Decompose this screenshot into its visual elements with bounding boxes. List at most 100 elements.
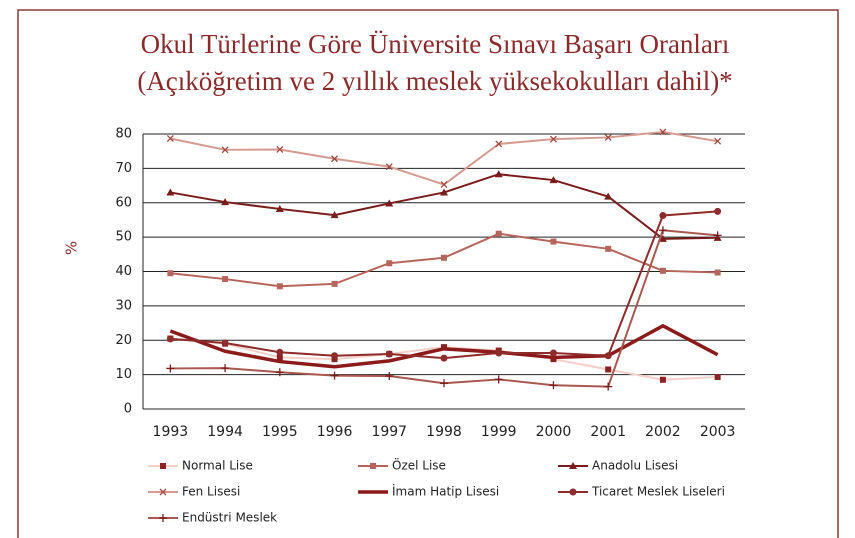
y-tick-label: 60 (115, 195, 132, 210)
marker (441, 254, 447, 261)
marker (605, 245, 612, 252)
frame (17, 9, 839, 538)
marker (331, 352, 339, 360)
marker (659, 128, 667, 136)
marker (658, 226, 667, 235)
marker (605, 366, 612, 373)
x-tick-label: 1999 (481, 424, 517, 440)
x-tick-label: 1998 (426, 424, 462, 440)
y-tick-label: 20 (115, 333, 132, 348)
marker (221, 339, 229, 347)
marker (160, 463, 166, 469)
legend-label: Normal Lise (182, 459, 253, 473)
marker (276, 354, 283, 361)
marker (569, 462, 577, 469)
marker (221, 364, 230, 373)
marker (549, 381, 558, 390)
marker (330, 211, 339, 219)
marker (440, 188, 448, 196)
marker (331, 155, 339, 163)
marker (494, 170, 503, 178)
marker (221, 146, 229, 154)
legend-label: Endüstri Meslek (182, 511, 277, 525)
x-tick-label: 2002 (645, 424, 681, 440)
x-tick-label: 1995 (262, 424, 298, 440)
marker (714, 207, 722, 215)
marker (385, 372, 394, 380)
marker (159, 488, 167, 496)
marker (440, 379, 448, 388)
marker (659, 376, 666, 383)
marker (330, 371, 339, 380)
marker (385, 350, 393, 358)
marker (549, 349, 557, 357)
series-line (170, 229, 718, 388)
y-tick-label: 80 (115, 127, 132, 142)
marker (604, 382, 613, 391)
marker (440, 354, 448, 362)
marker (159, 514, 167, 522)
marker (385, 163, 393, 171)
marker (569, 488, 577, 496)
marker (386, 260, 393, 267)
marker (276, 146, 284, 153)
y-tick-label: 10 (115, 367, 132, 382)
y-tick-label: 70 (115, 161, 132, 176)
marker (331, 280, 338, 287)
marker (166, 135, 174, 142)
marker (604, 133, 612, 141)
x-tick-label: 1993 (153, 424, 189, 440)
marker (714, 374, 721, 381)
chart-subtitle: (Açıköğretim ve 2 yıllık meslek yüksekok… (137, 66, 732, 96)
legend-label: Fen Lisesi (182, 485, 240, 499)
marker (550, 238, 557, 245)
marker (166, 188, 175, 196)
marker (714, 269, 721, 276)
marker (385, 199, 394, 207)
y-tick-label: 0 (124, 402, 132, 417)
marker (276, 348, 284, 356)
marker (714, 137, 722, 145)
marker (604, 352, 612, 360)
marker (713, 231, 722, 240)
marker (495, 140, 503, 148)
series-line (170, 130, 718, 186)
marker (549, 176, 558, 184)
series-line (170, 210, 718, 360)
legend-label: Özel Lise (392, 457, 446, 473)
marker (658, 234, 667, 242)
series-line (169, 324, 719, 369)
marker (167, 270, 174, 277)
marker (222, 276, 229, 283)
y-tick-label: 30 (115, 298, 132, 313)
marker (440, 181, 448, 188)
marker (494, 375, 503, 384)
legend-label: Anadolu Lisesi (592, 459, 678, 473)
marker (604, 192, 613, 200)
x-tick-label: 2000 (536, 424, 572, 440)
y-tick-label: 50 (115, 230, 132, 245)
marker (495, 230, 502, 237)
y-tick-label: 40 (115, 264, 132, 279)
x-tick-label: 1997 (371, 424, 407, 440)
marker (549, 135, 557, 143)
legend-label: Ticaret Meslek Liseleri (591, 485, 725, 499)
marker (370, 463, 376, 469)
chart-title: Okul Türlerine Göre Üniversite Sınavı Ba… (141, 29, 730, 59)
marker (495, 349, 503, 357)
marker (221, 198, 230, 206)
marker (659, 267, 666, 274)
x-tick-label: 2001 (590, 424, 626, 440)
x-tick-label: 1994 (207, 424, 243, 440)
marker (166, 335, 174, 343)
marker (275, 368, 284, 377)
x-tick-label: 1996 (317, 424, 353, 440)
marker (276, 283, 283, 290)
marker (659, 211, 667, 219)
legend-label: İmam Hatip Lisesi (392, 484, 499, 499)
y-axis-label: % (63, 241, 81, 255)
x-tick-label: 2003 (700, 424, 736, 440)
marker (275, 204, 284, 212)
marker (166, 364, 175, 373)
